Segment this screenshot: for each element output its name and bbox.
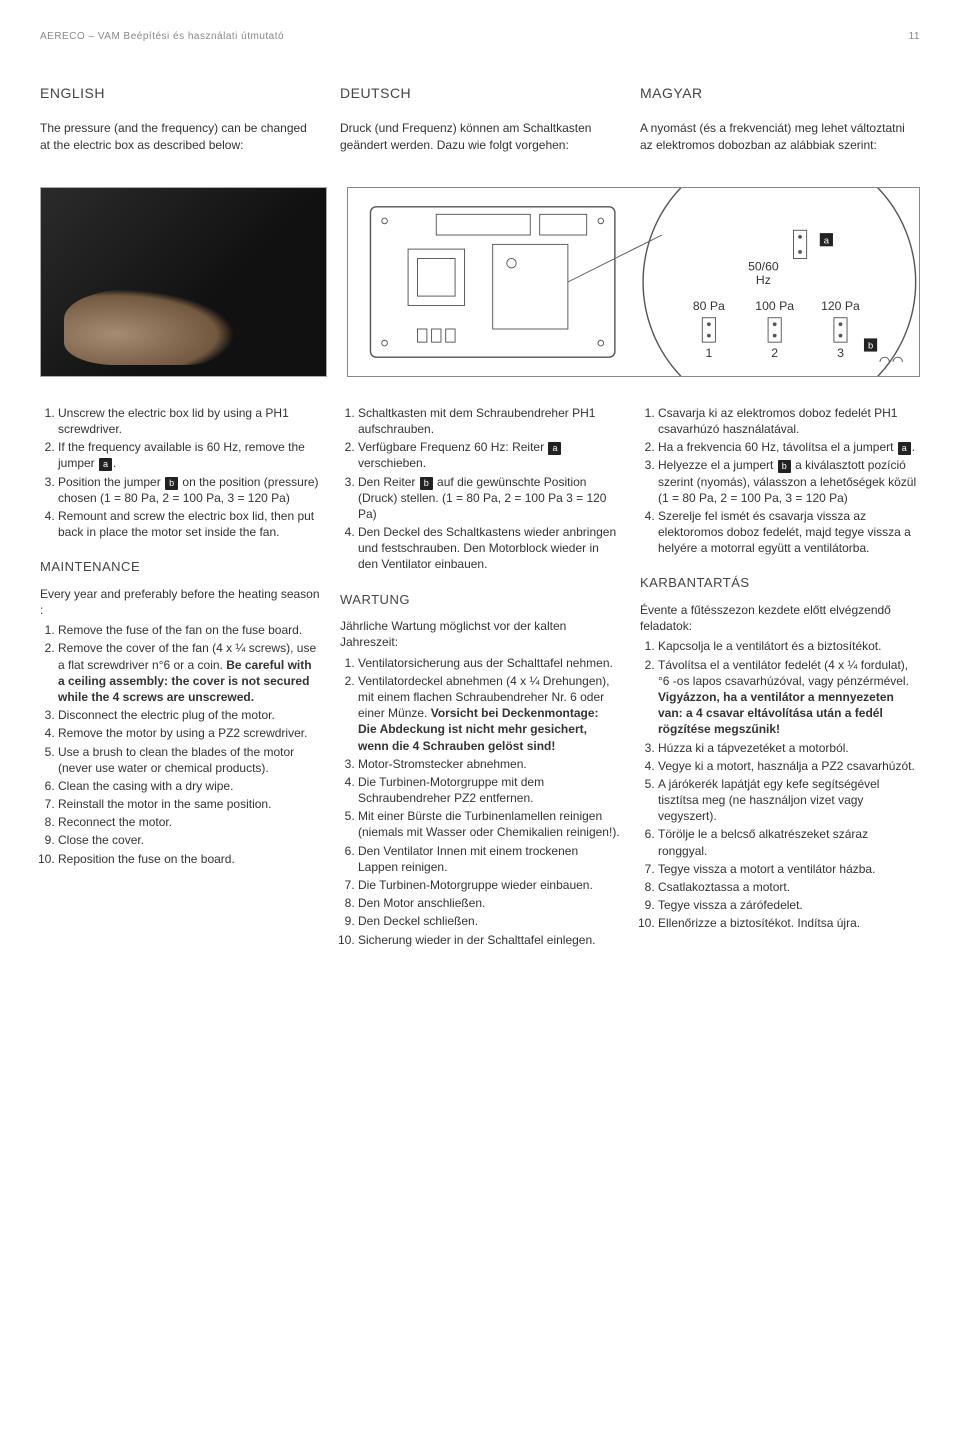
- steps-columns: Unscrew the electric box lid by using a …: [40, 405, 920, 950]
- maint-item: Use a brush to clean the blades of the m…: [58, 744, 320, 776]
- maint-item: Csatlakoztassa a motort.: [658, 879, 920, 895]
- maint-warning: Vigyázzon, ha a ventilátor a mennyezeten…: [658, 690, 894, 736]
- pa-pos-2: 2: [771, 346, 778, 360]
- intro-en: The pressure (and the frequency) can be …: [40, 120, 320, 152]
- maint-item: Close the cover.: [58, 832, 320, 848]
- maint-item: Reinstall the motor in the same position…: [58, 796, 320, 812]
- maint-item: Disconnect the electric plug of the moto…: [58, 707, 320, 723]
- maint-item: Remove the motor by using a PZ2 screwdri…: [58, 725, 320, 741]
- jumper-tag-b: b: [165, 477, 178, 490]
- step-item: Ha a frekvencia 60 Hz, távolítsa el a ju…: [658, 439, 920, 455]
- header-title: AERECO – VAM Beépítési és használati útm…: [40, 30, 284, 44]
- maint-item: Den Motor anschließen.: [358, 895, 620, 911]
- maint-item: A járókerék lapátját egy kefe segítségév…: [658, 776, 920, 825]
- step-item: Szerelje fel ismét és csavarja vissza az…: [658, 508, 920, 557]
- maint-item: Mit einer Bürste die Turbinenlamellen re…: [358, 808, 620, 840]
- intro-columns: ENGLISH The pressure (and the frequency)…: [40, 84, 920, 167]
- maint-list-de: Ventilatorsicherung aus der Schalttafel …: [340, 655, 620, 948]
- step-item: Helyezze el a jumpert b a kiválasztott p…: [658, 457, 920, 506]
- lang-head-hu: MAGYAR: [640, 84, 920, 103]
- maint-item: Tegye vissza a motort a ventilátor házba…: [658, 861, 920, 877]
- maint-item: Húzza ki a tápvezetéket a motorból.: [658, 740, 920, 756]
- maint-item: Sicherung wieder in der Schalttafel einl…: [358, 932, 620, 948]
- hz-label: 50/60: [748, 259, 779, 273]
- maint-item: Motor-Stromstecker abnehmen.: [358, 756, 620, 772]
- step-item: Den Deckel des Schaltkastens wieder anbr…: [358, 524, 620, 573]
- pa-pos-1: 1: [705, 346, 712, 360]
- maint-item: Ellenőrizze a biztosítékot. Indítsa újra…: [658, 915, 920, 931]
- maint-intro-hu: Évente a fűtésszezon kezdete előtt elvég…: [640, 602, 920, 634]
- diagram-row: 50/60 Hz a 80 Pa 100 Pa 120 Pa 1 2 3 b: [40, 187, 920, 377]
- intro-de: Druck (und Frequenz) können am Schaltkas…: [340, 120, 620, 152]
- jumper-tag-a: a: [898, 442, 911, 455]
- maint-item: Kapcsolja le a ventilátort és a biztosít…: [658, 638, 920, 654]
- maint-item: Den Ventilator Innen mit einem trockenen…: [358, 843, 620, 875]
- tag-b-icon: b: [868, 340, 873, 351]
- maint-warning: Be careful with a ceiling assembly: the …: [58, 658, 312, 704]
- pa-pos-3: 3: [837, 346, 844, 360]
- maint-list-hu: Kapcsolja le a ventilátort és a biztosít…: [640, 638, 920, 931]
- maint-intro-en: Every year and preferably before the hea…: [40, 586, 320, 618]
- maint-item: Reconnect the motor.: [58, 814, 320, 830]
- step-item: Schaltkasten mit dem Schraubendreher PH1…: [358, 405, 620, 437]
- step-item: Csavarja ki az elektromos doboz fedelét …: [658, 405, 920, 437]
- jumper-tag-b: b: [778, 460, 791, 473]
- schematic-diagram: 50/60 Hz a 80 Pa 100 Pa 120 Pa 1 2 3 b: [347, 187, 920, 377]
- pa-val-3: 120 Pa: [821, 299, 860, 313]
- maint-item: Tegye vissza a zárófedelet.: [658, 897, 920, 913]
- steps-en: Unscrew the electric box lid by using a …: [40, 405, 320, 541]
- page-number: 11: [909, 30, 920, 44]
- page-header: AERECO – VAM Beépítési és használati útm…: [40, 30, 920, 44]
- maint-item: Die Turbinen-Motorgruppe wieder einbauen…: [358, 877, 620, 893]
- lang-head-de: DEUTSCH: [340, 84, 620, 103]
- tag-a-icon: a: [823, 234, 829, 245]
- steps-de: Schaltkasten mit dem Schraubendreher PH1…: [340, 405, 620, 573]
- maint-item: Clean the casing with a dry wipe.: [58, 778, 320, 794]
- maint-item: Vegye ki a motort, használja a PZ2 csava…: [658, 758, 920, 774]
- maint-intro-de: Jährliche Wartung möglichst vor der kalt…: [340, 618, 620, 650]
- jumper-tag-a: a: [99, 458, 112, 471]
- step-item: Unscrew the electric box lid by using a …: [58, 405, 320, 437]
- maint-item: Remove the fuse of the fan on the fuse b…: [58, 622, 320, 638]
- maint-item: Törölje le a belcső alkatrészeket száraz…: [658, 826, 920, 858]
- pa-val-1: 80 Pa: [693, 299, 725, 313]
- maint-item: Ventilatordeckel abnehmen (4 x ¼ Drehung…: [358, 673, 620, 754]
- step-item: Remount and screw the electric box lid, …: [58, 508, 320, 540]
- step-item: Position the jumper b on the position (p…: [58, 474, 320, 506]
- step-item: Verfügbare Frequenz 60 Hz: Reiter a vers…: [358, 439, 620, 471]
- maint-list-en: Remove the fuse of the fan on the fuse b…: [40, 622, 320, 867]
- lang-head-en: ENGLISH: [40, 84, 320, 103]
- jumper-tag-b: b: [420, 477, 433, 490]
- step-item: Den Reiter b auf die gewünschte Position…: [358, 474, 620, 523]
- maint-item: Den Deckel schließen.: [358, 913, 620, 929]
- maint-head-de: WARTUNG: [340, 591, 620, 609]
- hz-unit: Hz: [756, 273, 771, 287]
- maint-item: Távolítsa el a ventilátor fedelét (4 x ¼…: [658, 657, 920, 738]
- steps-hu: Csavarja ki az elektromos doboz fedelét …: [640, 405, 920, 557]
- maint-item: Die Turbinen-Motorgruppe mit dem Schraub…: [358, 774, 620, 806]
- maint-warning: Vorsicht bei Deckenmontage: Die Abdeckun…: [358, 706, 599, 752]
- maint-head-en: MAINTENANCE: [40, 558, 320, 576]
- maint-item: Reposition the fuse on the board.: [58, 851, 320, 867]
- photo-electric-box: [40, 187, 327, 377]
- maint-item: Remove the cover of the fan (4 x ¼ screw…: [58, 640, 320, 705]
- pa-val-2: 100 Pa: [755, 299, 794, 313]
- step-item: If the frequency available is 60 Hz, rem…: [58, 439, 320, 471]
- maint-item: Ventilatorsicherung aus der Schalttafel …: [358, 655, 620, 671]
- intro-hu: A nyomást (és a frekvenciát) meg lehet v…: [640, 120, 920, 152]
- maint-head-hu: KARBANTARTÁS: [640, 574, 920, 592]
- jumper-tag-a: a: [548, 442, 561, 455]
